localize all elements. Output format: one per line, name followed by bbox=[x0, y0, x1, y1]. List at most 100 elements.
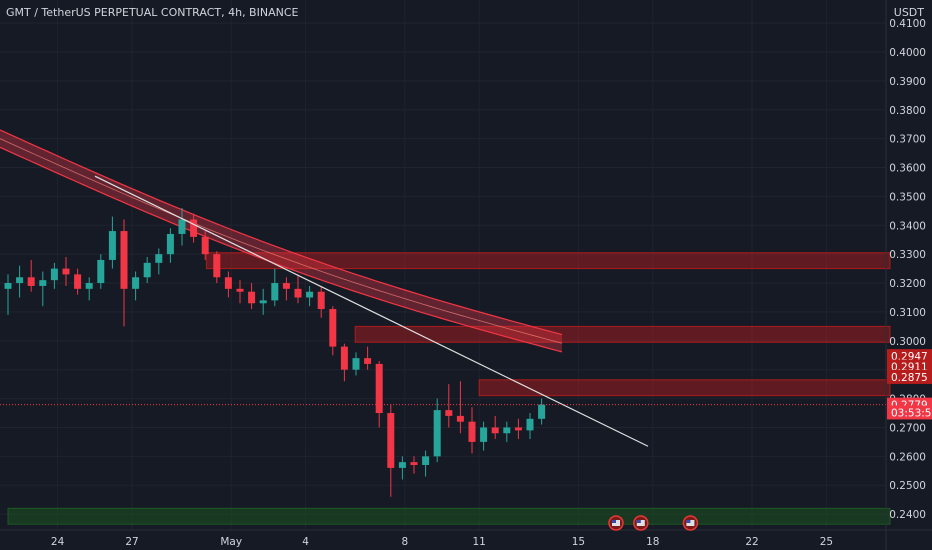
price-tick-label: 0.2600 bbox=[889, 451, 926, 463]
ribbon-lower-line bbox=[0, 146, 563, 353]
event-markers bbox=[608, 515, 699, 531]
candle-body bbox=[445, 410, 453, 416]
price-label-box bbox=[887, 405, 932, 420]
candle-body bbox=[39, 280, 47, 286]
price-tick-label: 0.3900 bbox=[889, 76, 926, 88]
candle-body bbox=[503, 427, 511, 434]
candle-body bbox=[306, 291, 314, 298]
ribbon-center-line bbox=[0, 138, 563, 344]
candle-body bbox=[491, 427, 499, 434]
candle-body bbox=[248, 291, 256, 304]
candle-body bbox=[375, 363, 383, 414]
candle-body bbox=[514, 427, 522, 431]
candle-body bbox=[62, 268, 70, 275]
candle-body bbox=[85, 283, 93, 289]
price-tick-label: 0.3700 bbox=[889, 134, 926, 146]
candle-body bbox=[364, 358, 372, 364]
price-tick-label: 0.3400 bbox=[889, 220, 926, 232]
chart-title: GMT / TetherUS PERPETUAL CONTRACT, 4h, B… bbox=[6, 6, 299, 19]
price-axis[interactable]: 0.4100 0.4000 0.3900 0.3800 0.3700 0.3600 0.35… bbox=[885, 0, 926, 550]
trendline-segment[interactable] bbox=[94, 175, 649, 447]
candle-body bbox=[190, 219, 198, 237]
candle-body bbox=[387, 413, 395, 468]
time-tick-label: 11 bbox=[473, 536, 486, 548]
price-tick-label: 0.3500 bbox=[889, 191, 926, 203]
candle-body bbox=[224, 277, 232, 289]
ribbon-upper-line bbox=[0, 129, 563, 336]
candle-body bbox=[271, 283, 279, 301]
support-zone bbox=[7, 507, 891, 525]
candle-body bbox=[282, 283, 290, 289]
candle-body bbox=[27, 277, 35, 286]
price-tick-label: 0.4100 bbox=[889, 18, 926, 30]
price-tick-label: 0.3600 bbox=[889, 163, 926, 175]
flag-icon-canton bbox=[636, 520, 641, 523]
candle-body bbox=[236, 288, 244, 292]
moving-average-ribbon bbox=[0, 129, 563, 353]
price-tick-label: 0.2400 bbox=[889, 509, 926, 521]
price-tick-label: 0.3300 bbox=[889, 249, 926, 261]
candle-body bbox=[456, 415, 464, 422]
resistance-zone bbox=[205, 252, 891, 270]
candle-body bbox=[143, 262, 151, 278]
candle-body bbox=[294, 288, 302, 298]
candle-body bbox=[340, 346, 348, 370]
candle-body bbox=[422, 456, 430, 466]
candle-body bbox=[538, 404, 546, 419]
flag-icon-canton bbox=[612, 520, 616, 523]
candle-body bbox=[259, 300, 267, 304]
ribbon-band bbox=[0, 129, 562, 352]
time-tick-label: 27 bbox=[125, 536, 138, 548]
candle-body bbox=[4, 283, 12, 289]
price-label-text: 0.2875 bbox=[891, 372, 928, 384]
price-tick-label: 0.3800 bbox=[889, 105, 926, 117]
time-tick-label: 8 bbox=[401, 536, 408, 548]
price-tick-label: 0.2700 bbox=[889, 422, 926, 434]
resistance-zone bbox=[478, 379, 891, 397]
price-label-box bbox=[887, 369, 932, 384]
candle-body bbox=[480, 427, 488, 442]
candle-body bbox=[178, 219, 186, 234]
candle-body bbox=[468, 421, 476, 442]
time-tick-label: May bbox=[220, 536, 242, 548]
chart-grid bbox=[0, 0, 886, 530]
time-tick-label: 22 bbox=[745, 536, 758, 548]
trendline[interactable] bbox=[94, 175, 649, 447]
time-tick-label: 15 bbox=[572, 536, 585, 548]
candle-body bbox=[352, 358, 360, 370]
candle-body bbox=[433, 410, 441, 457]
candle-body bbox=[155, 254, 163, 263]
candle-body bbox=[120, 231, 128, 289]
price-tick-label: 0.2500 bbox=[889, 480, 926, 492]
time-tick-label: 18 bbox=[646, 536, 659, 548]
candlestick-series bbox=[4, 207, 546, 497]
price-axis-unit[interactable]: USDT bbox=[893, 6, 924, 19]
candle-body bbox=[213, 254, 221, 278]
time-axis[interactable]: 24 27 May 4 8 11 15 18 22 25 bbox=[0, 529, 932, 548]
candle-body bbox=[410, 462, 418, 466]
candle-body bbox=[74, 274, 82, 289]
price-tick-label: 0.3100 bbox=[889, 307, 926, 319]
price-label-text: 03:53:55 bbox=[891, 407, 932, 419]
candle-body bbox=[108, 231, 116, 260]
candle-body bbox=[317, 291, 325, 310]
time-tick-label: 4 bbox=[302, 536, 309, 548]
time-tick-label: 25 bbox=[820, 536, 833, 548]
supply-demand-zones bbox=[7, 252, 891, 525]
price-tick-label: 0.3200 bbox=[889, 278, 926, 290]
flag-icon bbox=[608, 515, 624, 531]
candle-body bbox=[201, 236, 209, 255]
candle-body bbox=[166, 233, 174, 255]
resistance-zone bbox=[354, 325, 891, 343]
candle-body bbox=[132, 277, 140, 289]
flag-icon bbox=[682, 515, 699, 531]
flag-icon-canton bbox=[686, 520, 691, 523]
candle-body bbox=[526, 418, 534, 431]
time-tick-label: 24 bbox=[51, 536, 65, 548]
candle-body bbox=[97, 259, 105, 284]
candle-body bbox=[16, 277, 24, 284]
candle-body bbox=[329, 309, 337, 347]
flag-icon bbox=[633, 515, 649, 531]
